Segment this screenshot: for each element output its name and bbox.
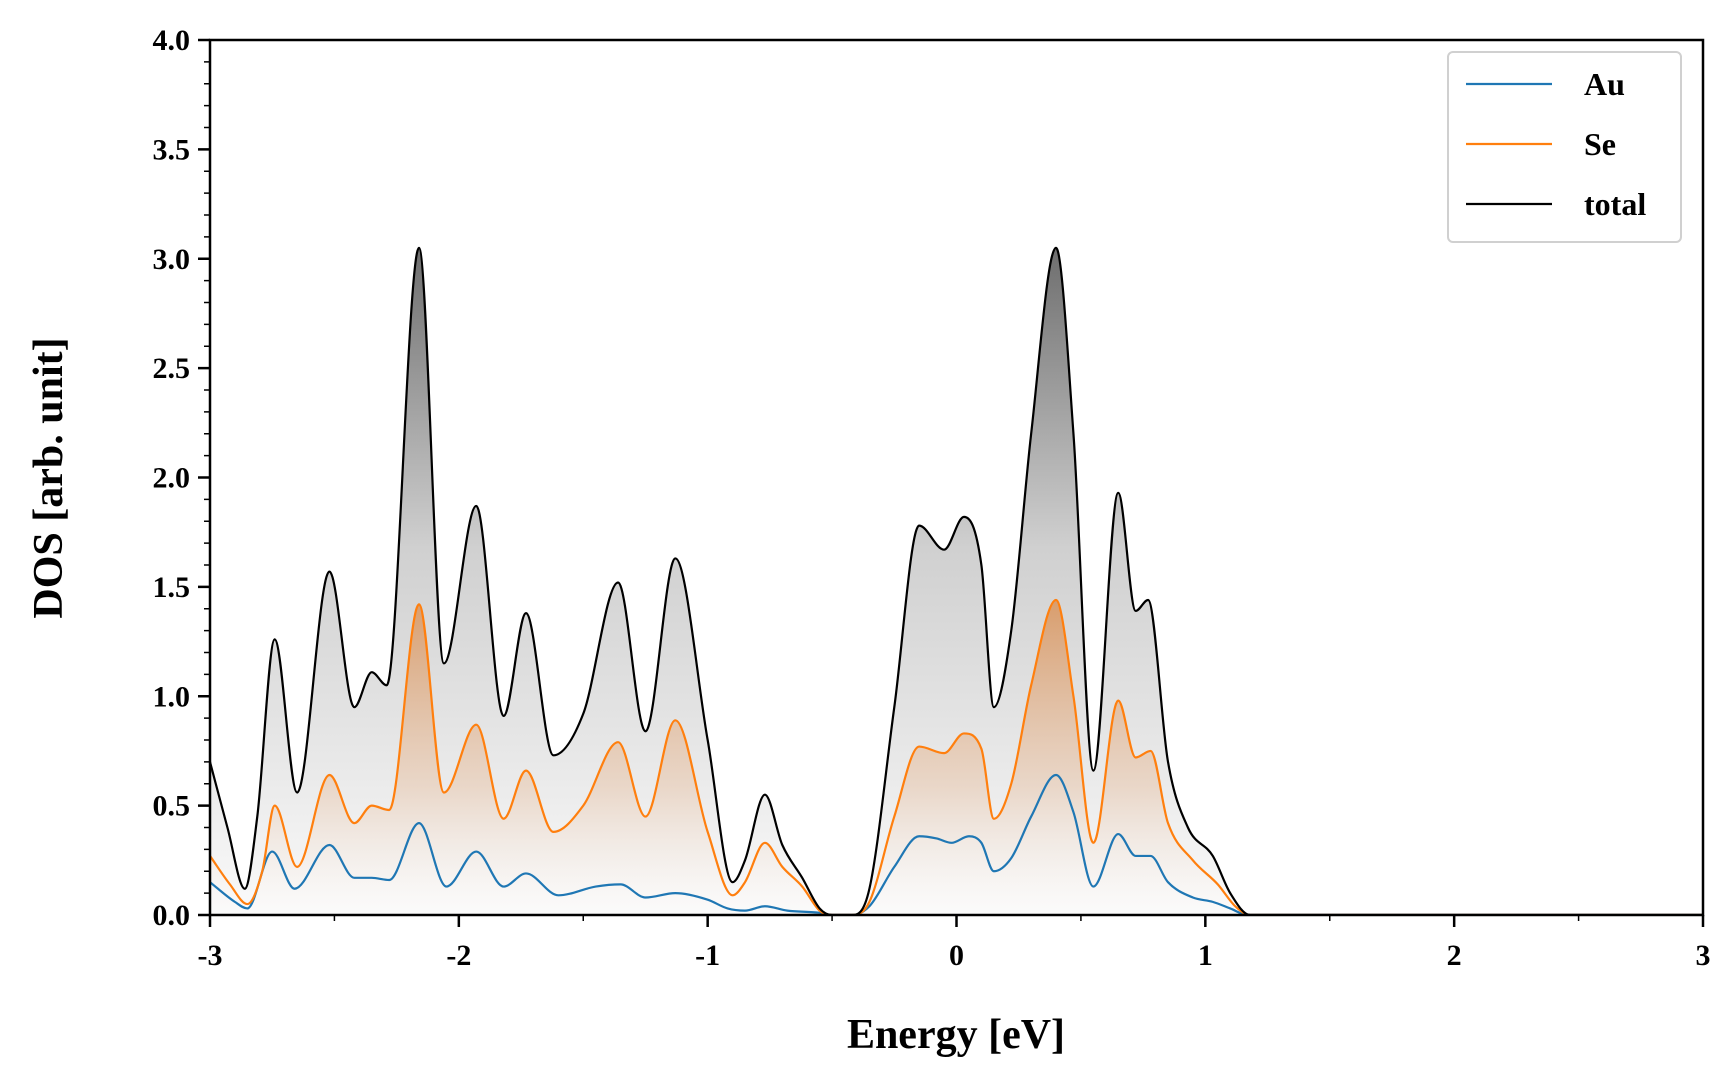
y-tick-label: 0.0 <box>153 899 191 932</box>
x-tick-label: 1 <box>1198 939 1213 972</box>
y-tick-label: 4.0 <box>153 24 191 57</box>
y-tick-label: 1.5 <box>153 571 191 604</box>
area-fill-se <box>210 600 1703 915</box>
x-tick-label: 0 <box>949 939 964 972</box>
y-tick-label: 0.5 <box>153 790 191 823</box>
x-axis-title: Energy [eV] <box>847 1012 1065 1058</box>
y-tick-label: 2.5 <box>153 352 191 385</box>
y-tick-label: 2.0 <box>153 462 191 495</box>
y-tick-label: 3.5 <box>153 133 191 166</box>
x-tick-label: -1 <box>695 939 720 972</box>
area-fill-total <box>210 247 1703 915</box>
y-axis: 0.0 0.5 1.0 1.5 2.0 2.5 3.0 3.5 4.0 <box>153 24 210 932</box>
x-tick-label: 2 <box>1447 939 1462 972</box>
x-tick-label: -3 <box>198 939 223 972</box>
x-tick-label: 3 <box>1696 939 1711 972</box>
y-tick-label: 1.0 <box>153 680 191 713</box>
x-axis: -3 -2 -1 0 1 2 3 <box>198 915 1711 972</box>
x-tick-label: -2 <box>446 939 471 972</box>
legend-label-total: total <box>1584 186 1646 222</box>
y-tick-label: 3.0 <box>153 243 191 276</box>
legend-label-au: Au <box>1584 66 1625 102</box>
legend: Au Se total <box>1447 51 1682 243</box>
y-axis-title: DOS [arb. unit] <box>26 337 72 618</box>
series-line-se <box>210 598 1703 915</box>
legend-frame <box>1447 51 1682 243</box>
area-fills <box>210 247 1703 915</box>
series-line-total <box>210 246 1703 915</box>
legend-label-se: Se <box>1584 126 1616 162</box>
